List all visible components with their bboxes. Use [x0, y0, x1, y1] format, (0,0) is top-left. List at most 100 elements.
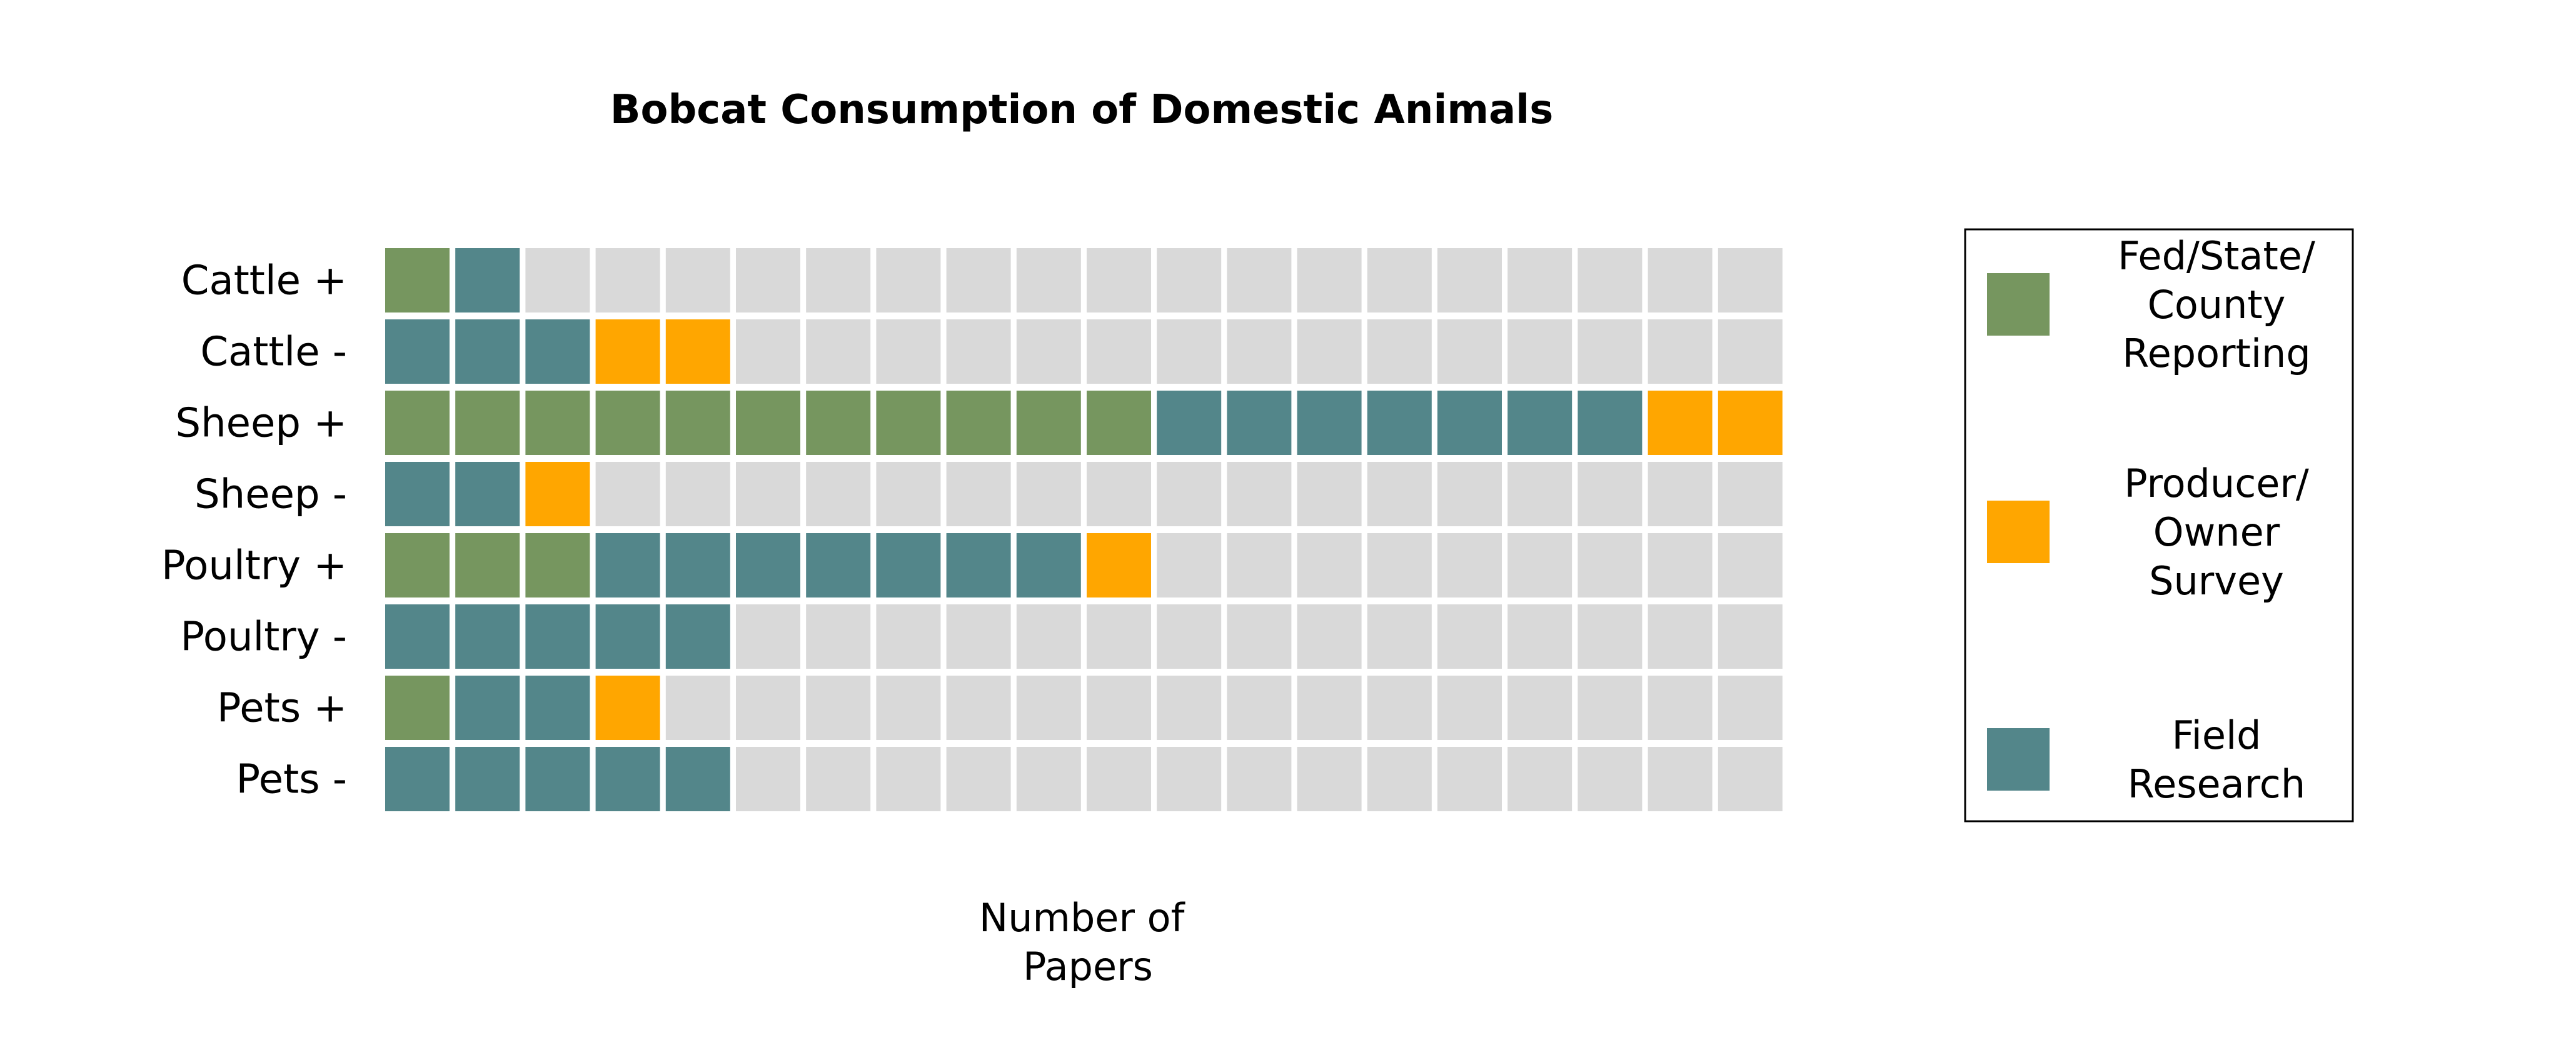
- legend-swatch-field: [1987, 728, 2050, 791]
- waffle-cell-field: [455, 676, 520, 740]
- legend-label-producer: Producer/Owner Survey: [2124, 461, 2309, 604]
- waffle-cell-field: [525, 676, 590, 740]
- waffle-cell-empty: [1367, 533, 1432, 598]
- waffle-cell-empty: [876, 747, 941, 811]
- waffle-cell-field: [525, 319, 590, 384]
- waffle-cell-empty: [1157, 248, 1222, 312]
- waffle-cell-empty: [1648, 747, 1713, 811]
- legend-label-line: Fed/State/: [2118, 233, 2315, 279]
- waffle-cell-fed: [525, 533, 590, 598]
- waffle-cell-field: [385, 747, 450, 811]
- waffle-cell-empty: [1718, 604, 1783, 669]
- waffle-cell-empty: [1648, 248, 1713, 312]
- waffle-cell-empty: [736, 676, 800, 740]
- waffle-cell-empty: [1227, 319, 1292, 384]
- waffle-cell-empty: [1577, 462, 1643, 526]
- waffle-cell-empty: [876, 462, 941, 526]
- waffle-cell-field: [385, 319, 450, 384]
- row-label: Poultry +: [161, 543, 347, 589]
- waffle-cell-empty: [1507, 747, 1572, 811]
- waffle-cell-empty: [1016, 319, 1081, 384]
- waffle-cell-empty: [1016, 676, 1081, 740]
- waffle-cell-empty: [1507, 319, 1572, 384]
- waffle-cell-field: [455, 747, 520, 811]
- waffle-cell-empty: [1087, 248, 1151, 312]
- waffle-cell-empty: [1157, 676, 1222, 740]
- waffle-cell-empty: [595, 248, 660, 312]
- waffle-cell-empty: [1016, 462, 1081, 526]
- waffle-cell-empty: [1016, 248, 1081, 312]
- waffle-cell-empty: [1087, 319, 1151, 384]
- waffle-cell-empty: [1227, 676, 1292, 740]
- waffle-cell-field: [665, 747, 730, 811]
- row-labels: Cattle + Cattle - Sheep + Sheep - Poultry + P…: [161, 258, 347, 803]
- waffle-cell-empty: [806, 462, 871, 526]
- waffle-cell-empty: [1087, 676, 1151, 740]
- waffle-cell-empty: [1577, 747, 1643, 811]
- waffle-cell-empty: [1367, 462, 1432, 526]
- waffle-cell-field: [1367, 391, 1432, 455]
- waffle-cell-field: [1157, 391, 1222, 455]
- waffle-cell-empty: [665, 248, 730, 312]
- waffle-cell-empty: [1437, 319, 1502, 384]
- waffle-cell-field: [665, 604, 730, 669]
- waffle-cell-fed: [665, 391, 730, 455]
- legend-label-line: Survey: [2149, 558, 2284, 604]
- waffle-cell-empty: [525, 248, 590, 312]
- waffle-cell-producer: [665, 319, 730, 384]
- waffle-cell-empty: [1157, 604, 1222, 669]
- waffle-cell-field: [455, 319, 520, 384]
- waffle-cell-fed: [385, 676, 450, 740]
- waffle-cell-fed: [1016, 391, 1081, 455]
- waffle-cell-empty: [665, 462, 730, 526]
- waffle-cell-field: [1297, 391, 1362, 455]
- waffle-cell-empty: [1367, 248, 1432, 312]
- waffle-cell-empty: [1367, 676, 1432, 740]
- legend-label-line: Owner: [2153, 509, 2280, 555]
- legend-swatch-fed: [1987, 273, 2050, 336]
- waffle-cell-empty: [1718, 319, 1783, 384]
- waffle-cell-producer: [595, 676, 660, 740]
- waffle-cell-empty: [1437, 533, 1502, 598]
- waffle-cell-empty: [946, 676, 1011, 740]
- waffle-cell-field: [665, 533, 730, 598]
- waffle-cell-producer: [1718, 391, 1783, 455]
- waffle-cell-empty: [736, 462, 800, 526]
- waffle-cell-field: [595, 533, 660, 598]
- waffle-cell-empty: [1087, 747, 1151, 811]
- chart-title: Bobcat Consumption of Domestic Animals: [610, 87, 1554, 133]
- waffle-cell-fed: [385, 533, 450, 598]
- waffle-cell-empty: [1437, 248, 1502, 312]
- waffle-cell-empty: [1367, 319, 1432, 384]
- waffle-cell-producer: [595, 319, 660, 384]
- waffle-cell-empty: [1016, 747, 1081, 811]
- waffle-cell-fed: [946, 391, 1011, 455]
- waffle-cell-empty: [806, 604, 871, 669]
- waffle-cell-field: [1577, 391, 1643, 455]
- waffle-grid: [385, 248, 1783, 811]
- legend-label-line: Producer/: [2124, 461, 2309, 506]
- waffle-cell-field: [455, 248, 520, 312]
- waffle-cell-field: [1507, 391, 1572, 455]
- waffle-cell-empty: [1577, 604, 1643, 669]
- waffle-cell-empty: [1297, 604, 1362, 669]
- x-axis-label: Number of Papers: [979, 895, 1197, 989]
- waffle-cell-empty: [1718, 747, 1783, 811]
- row-label: Cattle +: [181, 258, 347, 304]
- waffle-cell-empty: [806, 676, 871, 740]
- waffle-cell-empty: [1437, 747, 1502, 811]
- waffle-cell-empty: [1648, 462, 1713, 526]
- row-label: Pets +: [217, 686, 347, 732]
- waffle-cell-empty: [1507, 604, 1572, 669]
- waffle-cell-empty: [1227, 248, 1292, 312]
- waffle-cell-empty: [1437, 462, 1502, 526]
- waffle-cell-empty: [736, 747, 800, 811]
- waffle-cell-field: [595, 747, 660, 811]
- waffle-cell-field: [525, 747, 590, 811]
- waffle-cell-fed: [455, 533, 520, 598]
- waffle-cell-fed: [525, 391, 590, 455]
- waffle-cell-empty: [1087, 604, 1151, 669]
- waffle-cell-empty: [946, 747, 1011, 811]
- legend-label-line: Research: [2128, 761, 2305, 807]
